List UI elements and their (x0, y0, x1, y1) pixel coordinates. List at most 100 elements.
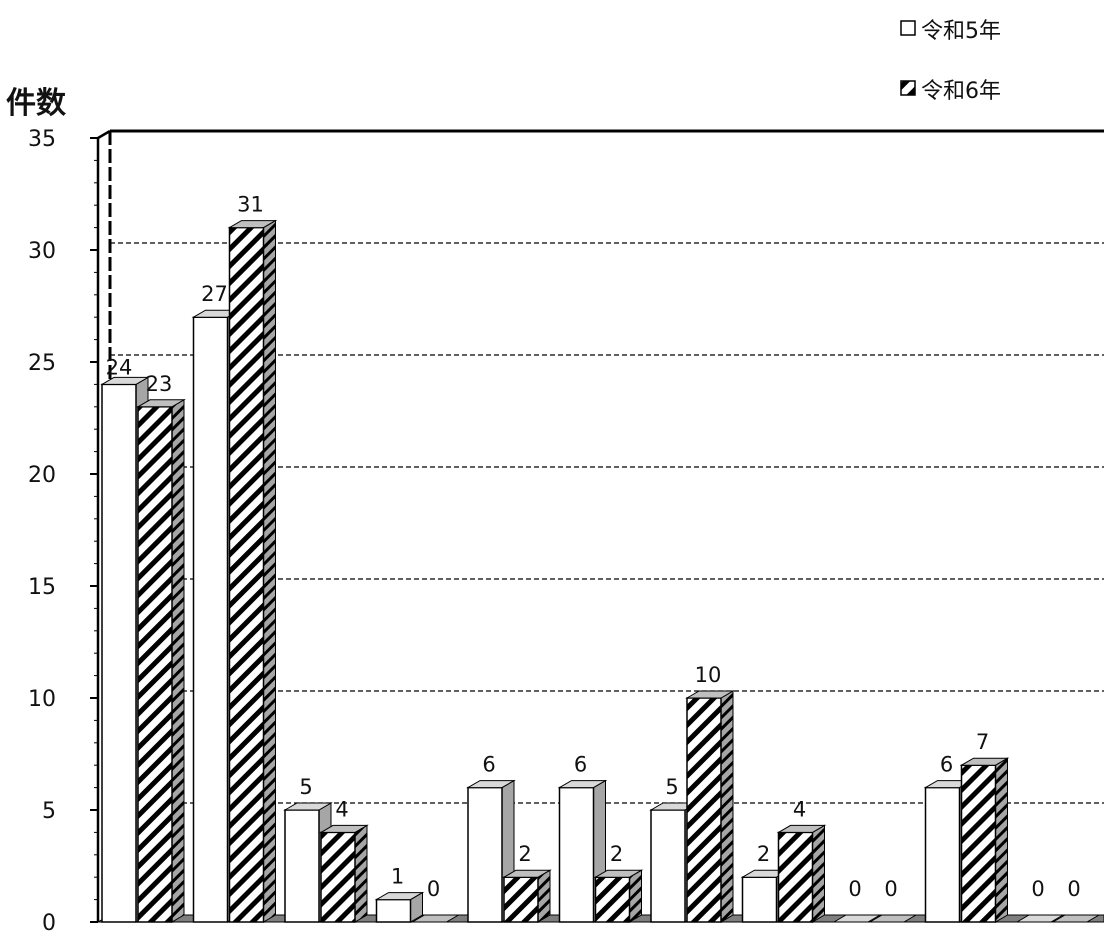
bar-top-face (1051, 914, 1101, 923)
bar-r6-11 (1051, 914, 1101, 923)
data-label: 10 (695, 663, 722, 687)
data-label: 2 (518, 842, 531, 866)
y-tick-label: 35 (28, 127, 56, 152)
data-label: 5 (665, 775, 678, 799)
legend-swatch (900, 80, 916, 96)
bar-r6-10 (959, 757, 1010, 923)
bar-top-face (557, 780, 608, 789)
legend-label: 令和6年 (921, 79, 1001, 104)
bar-r5-9 (832, 914, 882, 923)
bar-top-face (685, 690, 735, 699)
legend-item-r5: 令和5年 (900, 19, 1001, 44)
data-label: 24 (106, 355, 133, 379)
bar-r6-1 (136, 398, 186, 923)
data-label: 0 (1067, 877, 1080, 901)
data-label: 4 (793, 797, 806, 821)
bar-r6-7 (685, 690, 735, 923)
bar-front-face (228, 226, 265, 923)
data-label: 6 (940, 753, 953, 777)
y-axis-label: 件数 (6, 86, 67, 121)
data-label: 23 (146, 372, 173, 396)
y-tick-label: 10 (28, 687, 56, 712)
bar-top-face (374, 892, 425, 901)
data-label: 7 (976, 730, 989, 754)
bar-front-face (101, 383, 137, 923)
bars (100, 219, 1101, 923)
data-label: 6 (574, 753, 587, 777)
bar-front-face (503, 876, 539, 923)
data-label: 5 (299, 775, 312, 799)
bar-front-face (777, 831, 814, 923)
bar-front-face (467, 786, 503, 923)
bar-r6-8 (776, 824, 827, 923)
bar-top-face (136, 399, 186, 408)
bar-side-face (263, 219, 276, 923)
y-axis-ticks: 0 5 10 15 20 25 30 35 (28, 127, 98, 936)
bar-r6-3 (319, 824, 369, 923)
bar-top-face (593, 869, 644, 878)
bar-top-face (319, 824, 369, 833)
bar-top-face (466, 780, 516, 789)
bar-r6-5 (502, 869, 552, 923)
bar-side-face (537, 869, 551, 923)
bar-r6-2 (227, 219, 278, 923)
bar-side-face (629, 869, 642, 923)
data-label: 27 (201, 282, 228, 306)
data-label: 1 (391, 865, 404, 889)
bar-front-face (650, 809, 686, 923)
data-label: 6 (482, 753, 495, 777)
bar-top-face (959, 757, 1010, 766)
bar-front-face (741, 876, 778, 923)
legend-item-r6: 令和6年 (900, 79, 1001, 104)
bar-front-face (594, 876, 631, 923)
bar-top-face (410, 914, 461, 923)
bar-top-face (868, 914, 918, 923)
bar-front-face (960, 764, 997, 923)
y-tick-label: 0 (42, 911, 56, 936)
bar-r6-9 (868, 914, 918, 923)
y-tick-label: 20 (28, 463, 56, 488)
bar-top-face (1015, 914, 1065, 923)
bar-r6-6 (593, 869, 644, 923)
bar-front-face (558, 786, 595, 923)
bar-top-face (776, 824, 827, 833)
data-label: 0 (1031, 877, 1044, 901)
bar-front-face (192, 316, 229, 923)
bar-r5-4 (374, 891, 425, 923)
legend-label: 令和5年 (921, 19, 1001, 44)
bar-front-face (320, 831, 356, 923)
data-label: 31 (237, 193, 264, 217)
bar-side-face (995, 757, 1008, 923)
bar-side-face (171, 398, 185, 923)
data-label: 0 (848, 877, 861, 901)
y-tick-label: 5 (42, 799, 56, 824)
data-label: 0 (427, 877, 440, 901)
bar-front-face (375, 898, 412, 923)
bar-side-face (354, 824, 368, 923)
bar-r5-11 (1015, 914, 1065, 923)
y-axis-depth-line (97, 129, 111, 140)
bar-front-face (924, 786, 961, 923)
bar-front-face (284, 809, 320, 923)
bar-top-face (100, 376, 150, 385)
bar-top-face (502, 869, 552, 878)
data-label: 2 (757, 842, 770, 866)
y-tick-label: 15 (28, 575, 56, 600)
bar-side-face (812, 824, 825, 923)
bar-side-face (720, 690, 734, 923)
y-tick-label: 30 (28, 239, 56, 264)
bar-top-face (832, 914, 882, 923)
bar-r6-4 (410, 914, 461, 923)
bar-front-face (686, 697, 722, 923)
data-label: 4 (335, 797, 348, 821)
data-label: 0 (884, 877, 897, 901)
y-tick-label: 25 (28, 351, 56, 376)
bar-top-face (227, 220, 278, 229)
legend-swatch (900, 20, 916, 36)
bar-front-face (137, 406, 173, 923)
data-label: 2 (610, 842, 623, 866)
bar-top-face (283, 802, 333, 811)
